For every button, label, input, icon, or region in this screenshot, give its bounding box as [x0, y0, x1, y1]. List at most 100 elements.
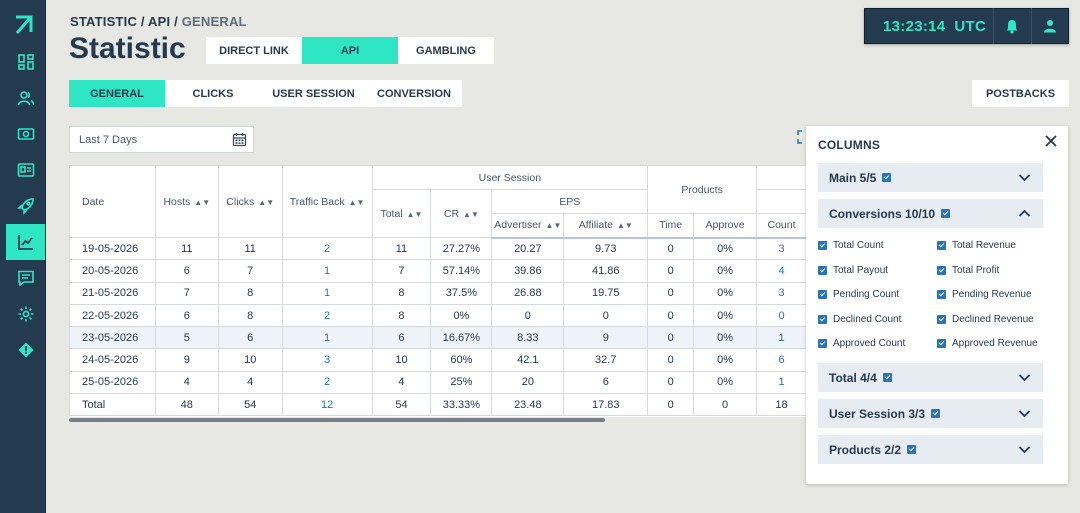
chevron-up-icon[interactable]: [1018, 207, 1031, 220]
col-header-count[interactable]: Count: [756, 213, 807, 239]
cell-clicks: 11: [217, 236, 283, 261]
cell-tb[interactable]: 2: [281, 236, 373, 261]
cell-tb[interactable]: 1: [281, 281, 373, 305]
checkbox-icon[interactable]: [937, 265, 946, 275]
chevron-down-icon[interactable]: [1018, 171, 1031, 184]
cell-tb[interactable]: 12: [281, 393, 373, 417]
cell-count[interactable]: 3: [756, 236, 807, 261]
column-option[interactable]: Declined Count: [818, 314, 901, 325]
sidebar-item-statistic[interactable]: [6, 224, 45, 260]
tab-direct-link[interactable]: DIRECT LINK: [219, 44, 289, 57]
cell-count[interactable]: 1: [756, 370, 807, 395]
col-header-cr[interactable]: CR ▲▼: [430, 189, 493, 238]
checkbox-icon[interactable]: [818, 314, 827, 324]
column-option[interactable]: Pending Count: [818, 289, 899, 300]
column-option-label: Approved Revenue: [952, 338, 1038, 349]
tab-conversion[interactable]: CONVERSION: [377, 87, 451, 100]
sidebar-item-dashboard[interactable]: [8, 44, 44, 80]
checkbox-icon[interactable]: [941, 209, 951, 218]
tab-clicks[interactable]: CLICKS: [192, 87, 234, 100]
calendar-icon[interactable]: [232, 132, 247, 147]
col-header-hosts[interactable]: Hosts ▲▼: [154, 165, 219, 238]
column-option[interactable]: Declined Revenue: [937, 314, 1034, 325]
sidebar-item-users[interactable]: [8, 80, 44, 116]
col-header-clicks[interactable]: Clicks ▲▼: [217, 165, 283, 238]
cell-count[interactable]: 6: [756, 348, 807, 372]
sidebar-item-chat[interactable]: [8, 260, 44, 296]
cell-tb[interactable]: 3: [281, 348, 373, 372]
checkbox-icon[interactable]: [937, 314, 946, 324]
chevron-down-icon[interactable]: [1018, 443, 1031, 456]
cell-tb[interactable]: 2: [281, 370, 373, 395]
date-range-input[interactable]: Last 7 Days: [69, 126, 254, 153]
checkbox-icon[interactable]: [882, 373, 892, 382]
checkbox-icon[interactable]: [937, 241, 946, 250]
col-header-traffic-back[interactable]: Traffic Back ▲▼: [281, 165, 373, 238]
column-option[interactable]: Total Revenue: [937, 240, 1016, 251]
column-group-total[interactable]: Total 4/4: [818, 363, 1043, 392]
close-icon[interactable]: [1044, 134, 1058, 148]
column-group-user-session[interactable]: User Session 3/3: [818, 399, 1043, 428]
cell-time: 0: [647, 236, 695, 261]
col-header-advertiser[interactable]: Advertiser ▲▼: [491, 213, 565, 239]
breadcrumb-statistic[interactable]: STATISTIC: [70, 14, 138, 29]
notifications-button[interactable]: [994, 8, 1030, 44]
cell-tb[interactable]: 2: [281, 303, 373, 328]
cell-tb[interactable]: 1: [281, 326, 373, 350]
column-option[interactable]: Total Profit: [937, 265, 999, 276]
column-option[interactable]: Approved Count: [818, 338, 905, 349]
col-header-date[interactable]: Date: [69, 165, 156, 238]
cell-count[interactable]: 0: [756, 303, 807, 328]
checkbox-icon[interactable]: [818, 241, 827, 250]
col-header-total[interactable]: Total ▲▼: [371, 189, 432, 238]
col-header-approve[interactable]: Approve: [693, 213, 758, 239]
sort-icon[interactable]: ▲▼: [194, 197, 211, 207]
breadcrumb-api[interactable]: API: [148, 14, 171, 29]
cell-count[interactable]: 4: [756, 259, 807, 283]
fullscreen-icon[interactable]: [797, 130, 805, 144]
checkbox-icon[interactable]: [937, 339, 946, 348]
sidebar-item-rocket[interactable]: [8, 188, 44, 224]
column-option[interactable]: Approved Revenue: [937, 338, 1038, 349]
sort-icon[interactable]: ▲▼: [348, 197, 365, 207]
sort-icon[interactable]: ▲▼: [406, 209, 423, 219]
sort-icon[interactable]: ▲▼: [545, 221, 562, 231]
checkbox-icon[interactable]: [818, 339, 827, 348]
checkbox-icon[interactable]: [931, 409, 941, 418]
sidebar-item-money[interactable]: [8, 116, 44, 152]
arrow-logo-icon[interactable]: [14, 14, 34, 36]
sort-icon[interactable]: ▲▼: [463, 209, 479, 219]
col-header-time[interactable]: Time: [647, 213, 695, 239]
column-option[interactable]: Total Payout: [818, 265, 888, 276]
sidebar-item-id-card[interactable]: [8, 152, 44, 188]
column-option[interactable]: Pending Revenue: [937, 289, 1032, 300]
sort-icon[interactable]: ▲▼: [258, 197, 275, 207]
checkbox-icon[interactable]: [882, 173, 892, 182]
column-group-conversions[interactable]: Conversions 10/10: [818, 199, 1043, 228]
checkbox-icon[interactable]: [818, 290, 827, 299]
checkbox-icon[interactable]: [818, 265, 827, 275]
checkbox-icon[interactable]: [937, 290, 946, 299]
tab-general[interactable]: GENERAL: [69, 80, 165, 107]
chevron-down-icon[interactable]: [1018, 371, 1031, 384]
cell-hosts: 9: [154, 348, 219, 372]
sidebar-item-alert[interactable]: [8, 332, 44, 368]
cell-count[interactable]: 3: [756, 281, 807, 305]
profile-button[interactable]: [1032, 8, 1068, 44]
postbacks-button[interactable]: POSTBACKS: [972, 80, 1069, 107]
tab-gambling[interactable]: GAMBLING: [416, 44, 476, 57]
horizontal-scrollbar[interactable]: [69, 418, 605, 422]
chevron-down-icon[interactable]: [1018, 407, 1031, 420]
cell-count[interactable]: 1: [756, 326, 807, 350]
checkbox-icon[interactable]: [907, 445, 917, 454]
cell-adv: 26.88: [491, 281, 565, 305]
column-option[interactable]: Total Count: [818, 240, 884, 251]
tab-user-session[interactable]: USER SESSION: [272, 87, 355, 100]
column-group-main[interactable]: Main 5/5: [818, 163, 1043, 192]
sidebar-item-settings[interactable]: [8, 296, 44, 332]
column-group-products[interactable]: Products 2/2: [818, 435, 1043, 464]
sort-icon[interactable]: ▲▼: [616, 221, 633, 231]
cell-tb[interactable]: 1: [281, 259, 373, 283]
col-header-affiliate[interactable]: Affiliate ▲▼: [563, 213, 649, 239]
tab-api[interactable]: API: [302, 37, 398, 64]
